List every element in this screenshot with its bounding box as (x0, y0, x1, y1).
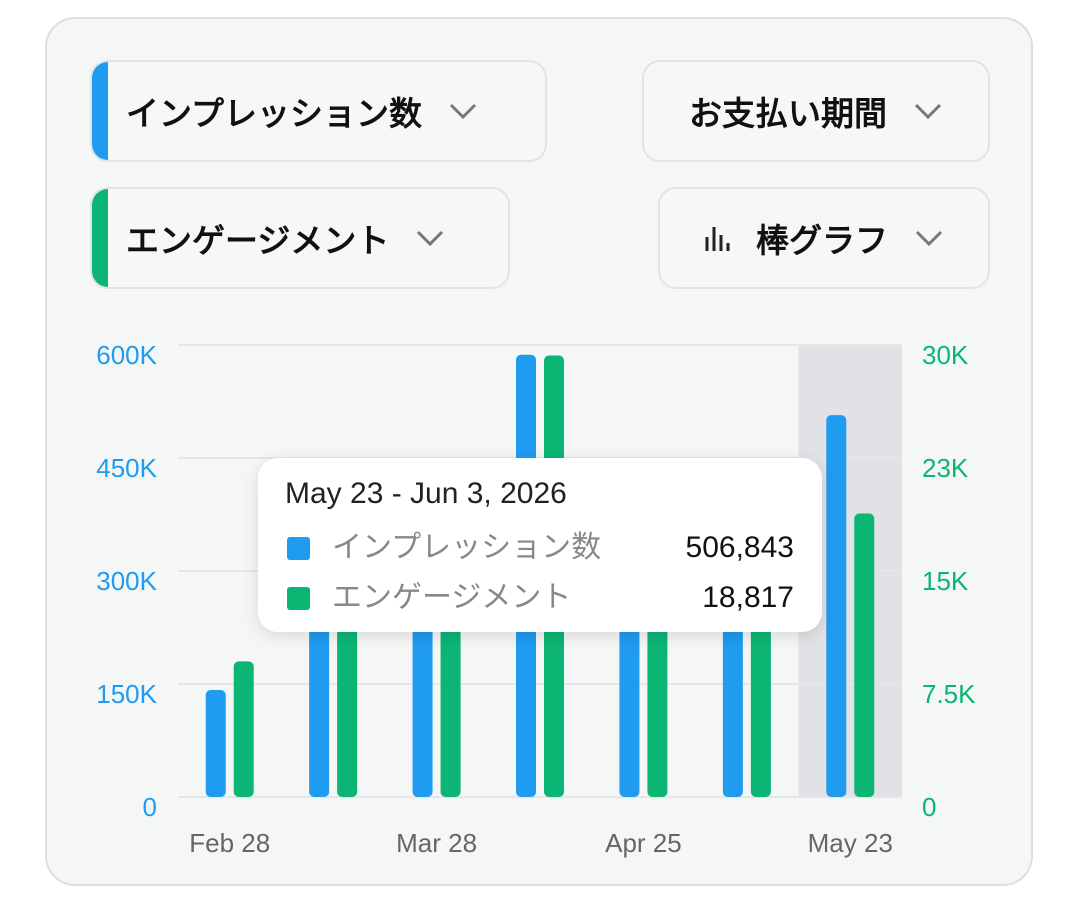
color-indicator (92, 189, 108, 287)
tooltip-value: 506,843 (686, 531, 794, 564)
bar (440, 586, 461, 797)
dropdown-label: 棒グラフ (756, 222, 888, 259)
y-tick-label: 450K (96, 453, 157, 483)
dropdown-label: インプレッション数 (126, 95, 423, 132)
y-tick-label: 150K (96, 679, 157, 709)
y2-tick-label: 30K (922, 340, 969, 370)
chevron (914, 103, 942, 120)
x-tick-label: Feb 28 (189, 828, 270, 858)
y-tick-label: 0 (143, 792, 157, 822)
bar (750, 616, 771, 797)
metric-dropdown[interactable]: エンゲージメント (90, 187, 510, 289)
y2-tick-label: 7.5K (922, 679, 976, 709)
chevron (417, 230, 444, 247)
bar (826, 415, 847, 797)
y-tick-label: 300K (96, 566, 157, 596)
x-tick-label: Mar 28 (396, 828, 477, 858)
dropdown-label: お支払い期間 (689, 95, 887, 132)
legend-swatch (287, 537, 310, 560)
legend-label: エンゲージメント (332, 581, 571, 614)
tooltip-title: May 23 - Jun 3, 2026 (285, 477, 567, 510)
metric-dropdown[interactable]: インプレッション数 (90, 60, 547, 162)
bar-chart-icon (705, 227, 730, 251)
chevron (449, 103, 477, 120)
tooltip-value: 18,817 (702, 581, 794, 614)
legend-swatch (287, 587, 310, 610)
y2-tick-label: 15K (922, 566, 969, 596)
y2-tick-label: 23K (922, 453, 969, 483)
bar (722, 578, 743, 797)
chart-type-dropdown[interactable]: 棒グラフ (658, 187, 990, 289)
tooltip-box (258, 458, 822, 632)
dropdown-label: エンゲージメント (126, 222, 390, 259)
y-tick-label: 600K (96, 340, 157, 370)
legend-label: インプレッション数 (332, 531, 601, 564)
bar (854, 513, 875, 797)
x-tick-label: May 23 (808, 828, 893, 858)
bar (233, 661, 254, 797)
chevron (915, 230, 943, 247)
bar (647, 601, 668, 797)
y2-tick-label: 0 (922, 792, 936, 822)
period-dropdown[interactable]: お支払い期間 (642, 60, 990, 162)
bar (205, 690, 226, 797)
color-indicator (92, 62, 108, 160)
x-tick-label: Apr 25 (605, 828, 682, 858)
tooltip: May 23 - Jun 3, 2026 インプレッション数 506,843 エンゲー… (258, 458, 822, 632)
